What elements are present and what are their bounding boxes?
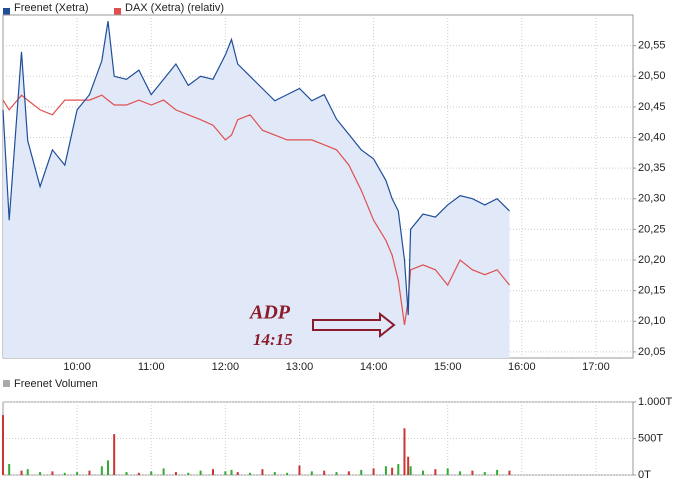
legend-label: DAX (Xetra) (relativ) [125,2,224,14]
volume-bar [125,472,128,475]
volume-bar [39,472,42,475]
line [2,21,510,316]
volume-bar [471,470,474,475]
volume-bar [397,464,400,475]
volume-bar [100,466,103,475]
volume-bar [107,460,109,475]
volume-bar [273,472,276,475]
y-tick-label: 20,45 [638,101,666,113]
volume-bar [347,471,350,475]
x-tick-label: 11:00 [138,361,165,373]
volume-bar [150,471,153,475]
legend-label: Freenet Volumen [14,378,98,390]
volume-bar [310,471,313,475]
volume-bar [496,469,499,475]
x-tick-label: 16:00 [508,361,536,373]
y-tick-label: 20,05 [638,346,666,358]
volume-bar [20,470,23,475]
volume-bar [137,472,140,475]
y-tick-label: 20,50 [638,70,666,82]
volume-bar [88,470,91,475]
volume-bar [459,471,462,475]
x-tick-label: 10:00 [63,361,91,373]
legend-label: Freenet (Xetra) [14,2,89,14]
y-tick-label: 1.000T [638,396,673,408]
y-tick-label: 20,15 [638,285,666,297]
x-tick-label: 12:00 [212,361,240,373]
volume-bar [286,472,289,475]
volume-bar [187,472,190,475]
volume-bar [384,466,387,475]
volume-bar [236,472,239,475]
volume-bar [298,465,301,475]
volume-bar [8,464,11,475]
volume-bar [63,472,66,475]
y-tick-label: 20,25 [638,223,666,235]
volume-bar [249,472,252,475]
volume-bar [51,471,54,475]
volume-bar [508,470,511,475]
volume-bar [224,471,227,475]
volume-bar [483,472,486,475]
volume-bar [422,470,424,475]
volume-bar [212,469,214,475]
y-tick-label: 20,55 [638,40,666,52]
volume-bar [199,470,202,475]
volume-bar [372,468,375,475]
volume-bar [323,470,326,475]
y-tick-label: 0T [638,469,651,481]
x-tick-label: 15:00 [434,361,462,373]
legend-swatch [114,8,121,15]
y-tick-label: 20,35 [638,162,666,174]
volume-bar [26,469,29,475]
legend-swatch [3,8,10,15]
volume-bar [409,466,412,475]
x-tick-label: 17:00 [582,361,610,373]
volume-bar [446,468,449,475]
volume-bar [113,434,116,475]
annotation: ADP [248,302,291,324]
volume-bar [174,472,177,475]
volume-bar [434,469,437,475]
arrow [312,311,396,339]
volume-bar [335,472,338,475]
y-tick-label: 20,10 [638,315,666,327]
annotation: 14:15 [253,330,293,349]
volume-bar [261,469,264,475]
volume-bar [391,467,394,475]
x-tick-label: 13:00 [286,361,314,373]
line [2,94,510,325]
volume-bar [230,469,233,475]
y-tick-label: 20,20 [638,254,666,266]
volume-bar [360,469,363,475]
volume-bar [76,472,79,475]
area [3,21,510,358]
x-tick-label: 14:00 [360,361,388,373]
y-tick-label: 500T [638,432,663,444]
y-tick-label: 20,40 [638,131,666,143]
y-tick-label: 20,30 [638,193,666,205]
legend-swatch [3,380,10,387]
volume-bar [403,428,406,475]
volume-bar [2,415,4,475]
volume-bar [407,456,410,475]
volume-bar [162,468,165,475]
